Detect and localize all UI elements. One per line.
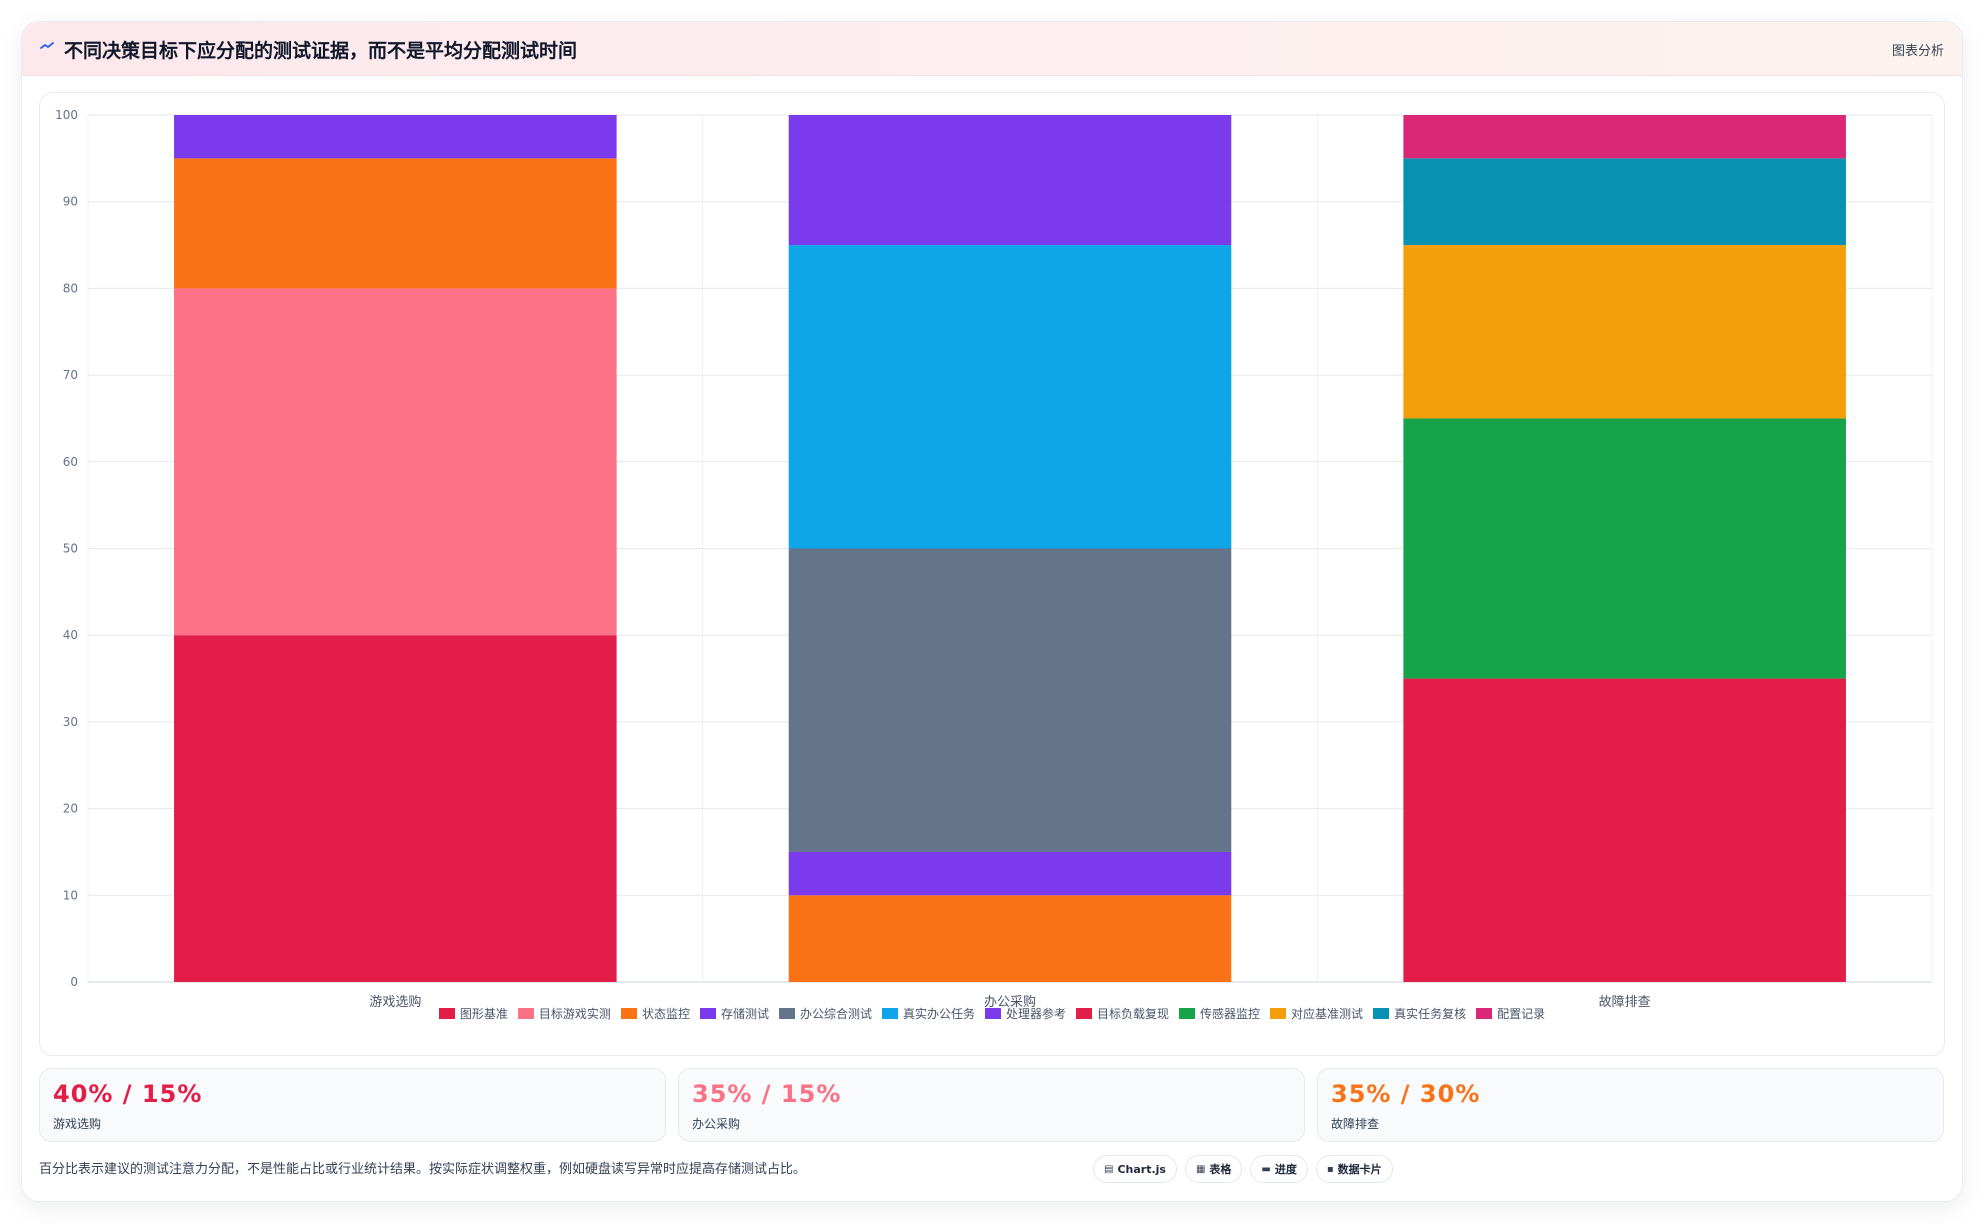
legend-swatch [1373, 1007, 1390, 1019]
chart-analysis-button[interactable]: 图表分析 [1891, 44, 1944, 59]
legend-swatch [881, 1007, 898, 1019]
legend-label: 办公综合测试 [799, 1006, 872, 1021]
stat-label: 故障排查 [1331, 1117, 1380, 1131]
legend-item[interactable]: 真实任务复核 [1373, 1005, 1466, 1022]
legend-swatch [517, 1007, 534, 1019]
legend-label: 真实任务复核 [1394, 1006, 1467, 1021]
chip-progress[interactable]: ▬ 进度 [1250, 1155, 1308, 1183]
legend-swatch [1476, 1007, 1493, 1019]
footnote: 百分比表示建议的测试注意力分配，不是性能占比或行业统计结果。按实际症状调整权重，… [39, 1162, 807, 1177]
legend-item[interactable]: 图形基准 [438, 1005, 508, 1022]
legend-item[interactable]: 真实办公任务 [881, 1005, 975, 1022]
legend-label: 图形基准 [459, 1006, 508, 1021]
trend-icon [40, 42, 54, 49]
legend-swatch [1076, 1007, 1093, 1019]
chip-label: 进度 [1274, 1163, 1297, 1176]
legend-label: 目标负载复现 [1097, 1006, 1170, 1021]
stat-label: 游戏选购 [53, 1117, 102, 1131]
legend-item[interactable]: 传感器监控 [1179, 1005, 1260, 1022]
legend-swatch [778, 1007, 795, 1019]
legend-item[interactable]: 存储测试 [699, 1005, 769, 1022]
legend-label: 传感器监控 [1200, 1006, 1261, 1021]
stat-label: 办公采购 [692, 1117, 741, 1131]
chip-data-card[interactable]: ▪ 数据卡片 [1315, 1155, 1393, 1183]
legend-swatch [699, 1007, 716, 1019]
legend-label: 处理器参考 [1006, 1006, 1067, 1021]
stat-card-gaming: 40% / 15% 游戏选购 [39, 1068, 666, 1142]
legend-label: 状态监控 [641, 1006, 690, 1021]
legend-swatch [985, 1007, 1001, 1019]
legend-item[interactable]: 对应基准测试 [1270, 1005, 1363, 1022]
legend-item[interactable]: 目标游戏实测 [517, 1005, 611, 1022]
page-title: 不同决策目标下应分配的测试证据，而不是平均分配测试时间 [64, 40, 578, 62]
legend-item[interactable]: 状态监控 [620, 1005, 690, 1022]
legend-swatch [438, 1007, 455, 1019]
chip-label: 数据卡片 [1337, 1163, 1382, 1176]
progress-icon: ▬ [1261, 1163, 1271, 1175]
stat-card-troubleshoot: 35% / 30% 故障排查 [1317, 1068, 1944, 1142]
legend-label: 真实办公任务 [902, 1006, 975, 1021]
stat-value: 40% / 15% [53, 1080, 203, 1108]
legend-label: 目标游戏实测 [538, 1006, 611, 1021]
view-chips: ▤ Chart.js ▦ 表格 ▬ 进度 ▪ 数据卡片 [1093, 1155, 1393, 1183]
legend-label: 对应基准测试 [1291, 1006, 1364, 1021]
legend-item[interactable]: 配置记录 [1476, 1005, 1545, 1022]
legend-label: 配置记录 [1497, 1006, 1546, 1021]
stat-value: 35% / 30% [1331, 1080, 1481, 1108]
chart-legend: 图形基准 目标游戏实测 状态监控 存储测试 办公综合测试 真实办公任务 处理器参考 目标负载复… [0, 1003, 1984, 1023]
legend-swatch [620, 1007, 637, 1019]
chart-panel [39, 92, 1945, 1056]
legend-swatch [1179, 1007, 1196, 1019]
chip-table[interactable]: ▦ 表格 [1184, 1155, 1243, 1183]
chip-label: Chart.js [1117, 1162, 1166, 1176]
legend-item[interactable]: 办公综合测试 [778, 1005, 872, 1022]
legend-swatch [1270, 1007, 1287, 1019]
stat-value: 35% / 15% [692, 1080, 842, 1108]
legend-item[interactable]: 目标负载复现 [1076, 1005, 1169, 1022]
card-icon: ▪ [1326, 1163, 1334, 1175]
legend-item[interactable]: 处理器参考 [985, 1005, 1066, 1022]
chart-icon: ▤ [1104, 1163, 1114, 1175]
chip-chartjs[interactable]: ▤ Chart.js [1093, 1155, 1177, 1183]
legend-label: 存储测试 [720, 1006, 769, 1021]
table-icon: ▦ [1195, 1163, 1206, 1175]
card-header: 不同决策目标下应分配的测试证据，而不是平均分配测试时间 图表分析 [22, 22, 1962, 76]
stat-card-office: 35% / 15% 办公采购 [678, 1068, 1305, 1142]
chip-label: 表格 [1209, 1163, 1232, 1176]
